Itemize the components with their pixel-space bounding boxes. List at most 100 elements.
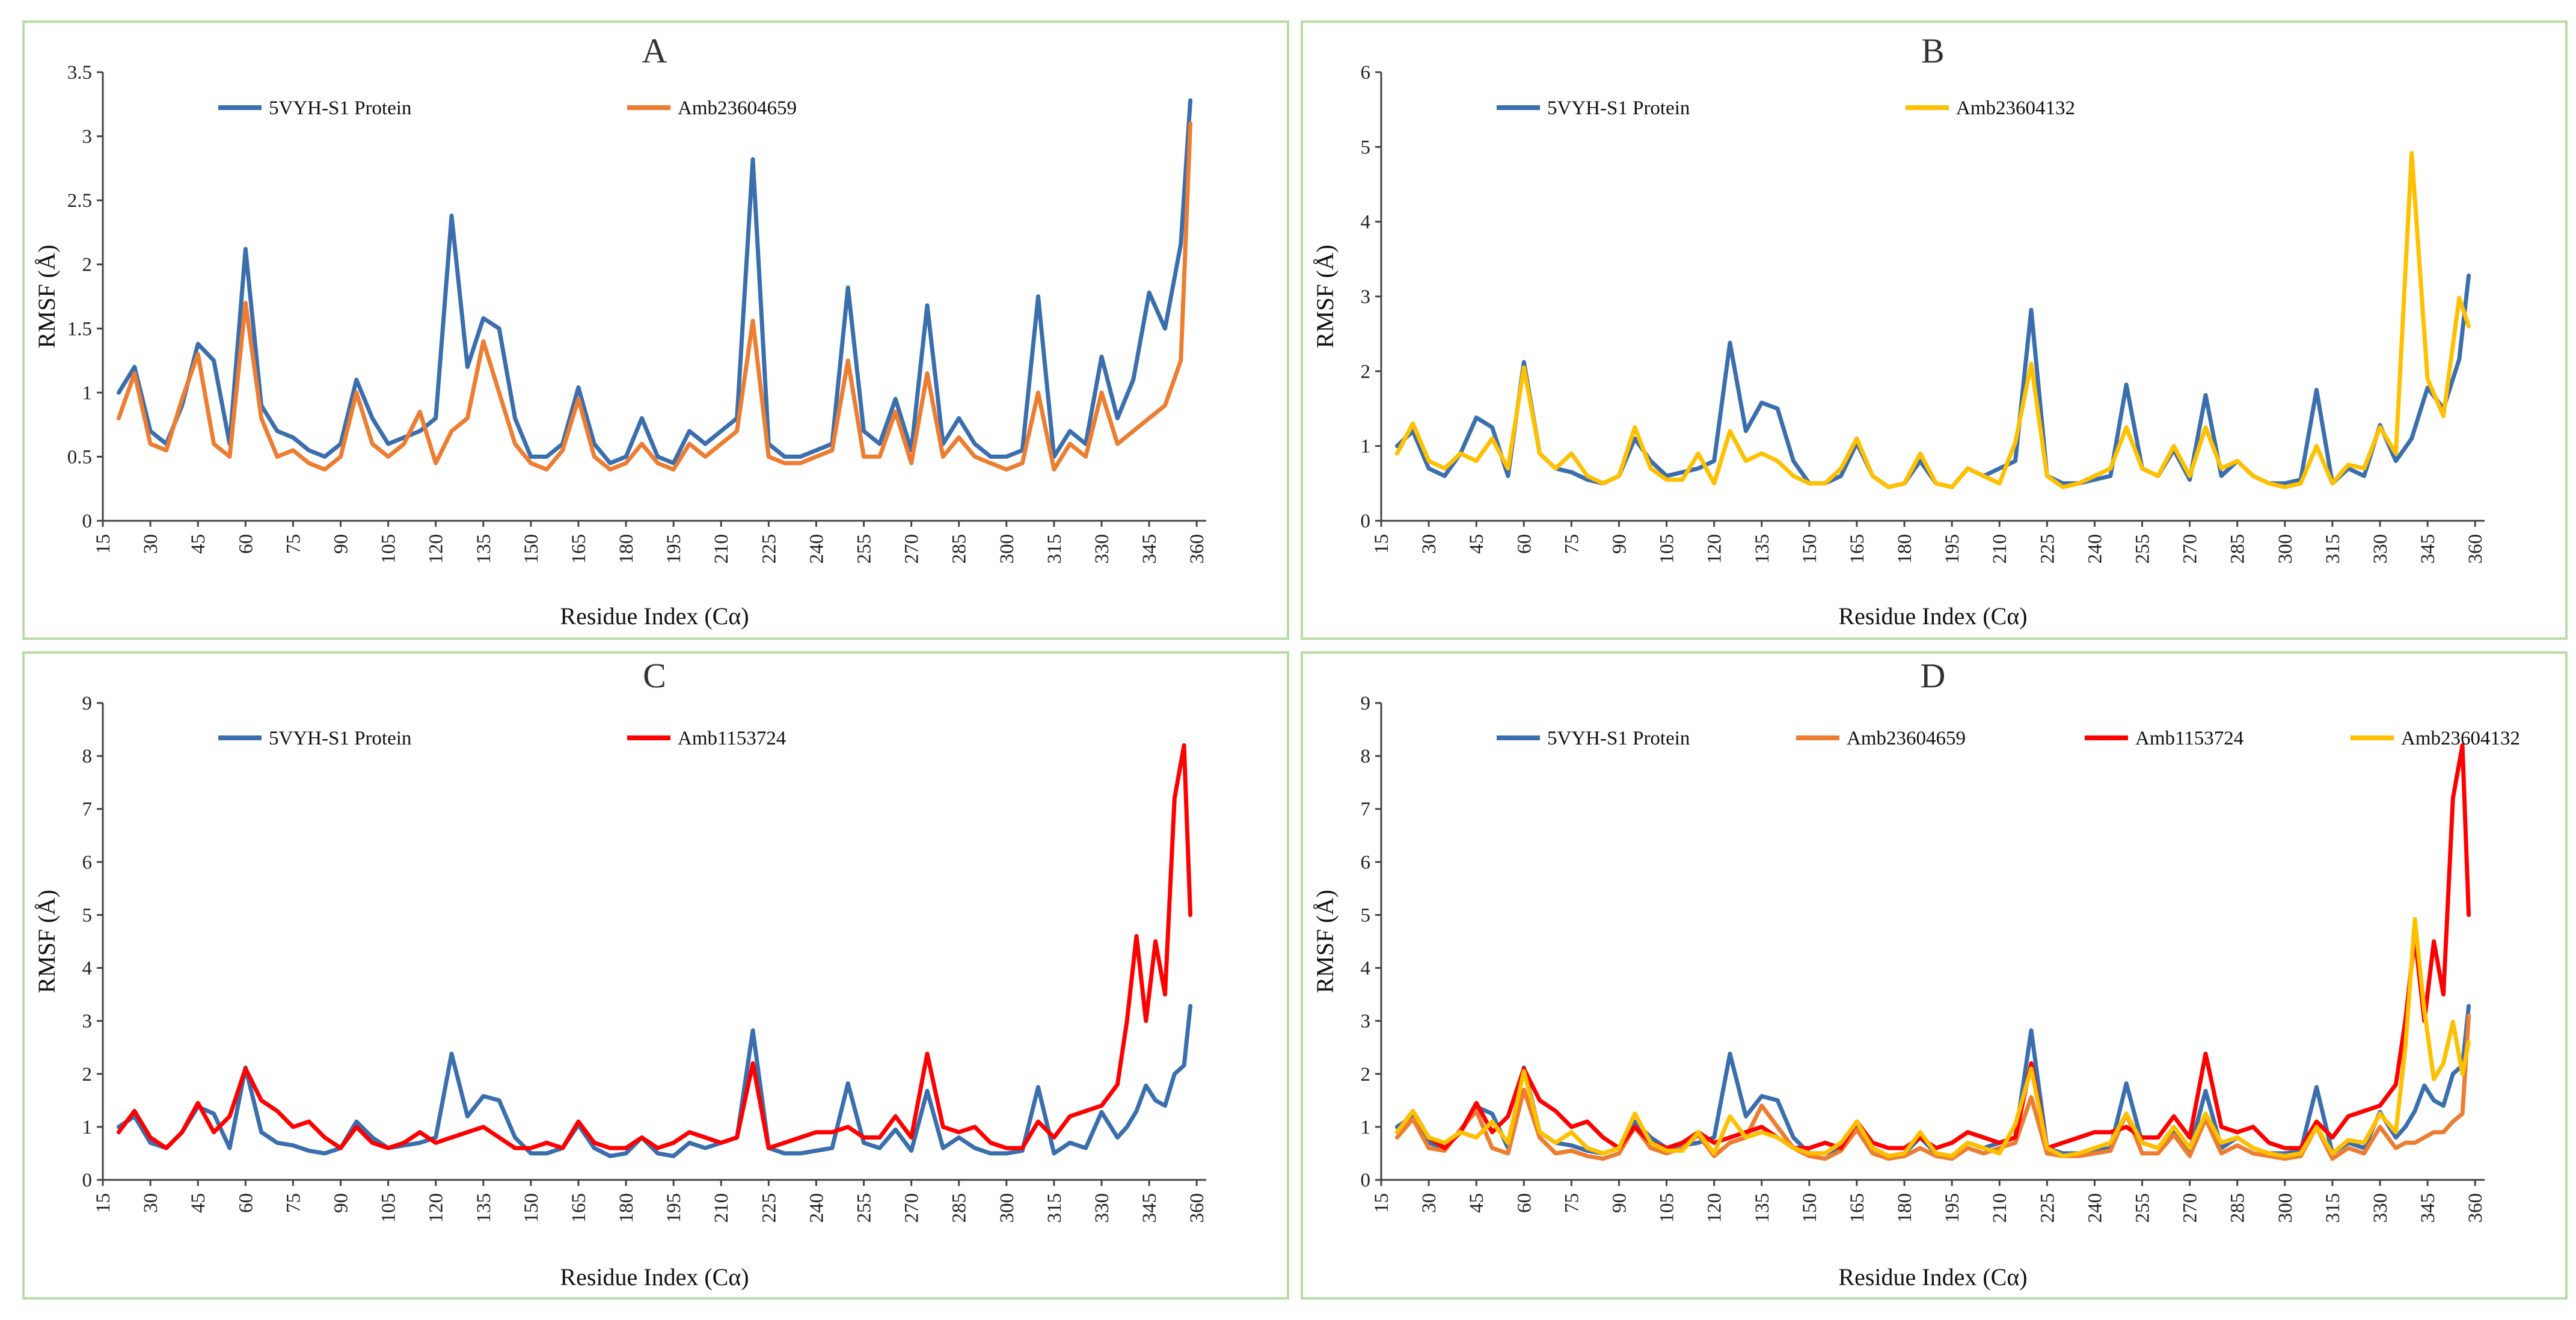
x-tick-label: 135	[473, 534, 495, 564]
x-tick-label: 30	[140, 534, 162, 554]
x-tick-label: 240	[2084, 1193, 2106, 1223]
y-tick-label: 9	[1361, 693, 1371, 714]
y-tick-label: 7	[82, 799, 93, 820]
legend-label: 5VYH-S1 Protein	[269, 728, 411, 749]
y-tick-label: 6	[1361, 852, 1371, 873]
x-tick-label: 285	[2227, 534, 2249, 564]
y-tick-label: 1	[82, 382, 93, 404]
y-tick-label: 9	[82, 693, 93, 714]
y-tick-label: 0	[1361, 511, 1371, 532]
x-tick-label: 195	[1942, 1193, 1963, 1223]
chart-panel-d: D 0 1 2 3 4 5 6 7 8 9 15 30 45 60 75 90 105 120 135 150 165 18…	[1301, 651, 2568, 1300]
y-axis-label: RMSF (Å)	[1311, 245, 1339, 348]
x-tick-label: 45	[188, 534, 209, 554]
x-tick-label: 210	[1989, 1193, 2011, 1223]
series-line-5vyh-s1-protein	[116, 98, 1193, 465]
x-tick-label: 180	[1894, 1193, 1916, 1223]
y-tick-label: 4	[1361, 958, 1371, 980]
x-tick-label: 345	[1139, 534, 1161, 564]
x-tick-label: 240	[806, 1193, 827, 1223]
x-tick-label: 225	[2037, 1193, 2058, 1223]
chart-title: C	[643, 656, 666, 695]
x-tick-label: 210	[711, 1193, 732, 1223]
x-axis-label: Residue Index (Cα)	[560, 1263, 749, 1291]
y-axis-label: RMSF (Å)	[33, 889, 60, 993]
x-tick-label: 75	[283, 534, 304, 554]
y-tick-label: 2	[82, 254, 93, 276]
y-tick-label: 0	[82, 1170, 93, 1191]
x-tick-label: 165	[1847, 1193, 1868, 1223]
chart-panel-c: C 0 1 2 3 4 5 6 7 8 9 15 30 45 60 75 90 105 120 135 150 165 18…	[22, 651, 1289, 1300]
x-tick-label: 75	[1561, 534, 1583, 554]
x-tick-label: 15	[1371, 1193, 1393, 1213]
y-tick-label: 6	[1361, 62, 1371, 84]
x-tick-label: 180	[1894, 534, 1916, 564]
x-tick-label: 60	[235, 1193, 257, 1213]
x-tick-label: 150	[1799, 534, 1821, 564]
y-tick-label: 3	[1361, 286, 1371, 308]
series-line-amb1153724	[1394, 743, 2471, 1150]
x-tick-label: 210	[711, 534, 732, 564]
y-tick-label: 2	[1361, 361, 1371, 382]
x-tick-label: 45	[1466, 534, 1488, 554]
x-tick-label: 345	[2417, 1193, 2439, 1223]
x-tick-label: 270	[2180, 534, 2201, 564]
x-tick-label: 120	[1704, 534, 1726, 564]
x-tick-label: 270	[2180, 1193, 2201, 1223]
legend-label: Amb1153724	[2135, 728, 2243, 749]
x-tick-label: 90	[1608, 1193, 1630, 1213]
x-tick-label: 345	[2417, 534, 2439, 564]
x-tick-label: 195	[1942, 534, 1963, 564]
y-axis-label: RMSF (Å)	[1311, 889, 1339, 993]
x-tick-label: 195	[663, 534, 685, 564]
y-tick-label: 5	[82, 904, 93, 926]
x-tick-label: 105	[378, 1193, 400, 1223]
y-tick-label: 3	[1361, 1011, 1371, 1033]
x-tick-label: 75	[1561, 1193, 1583, 1213]
chart-title: B	[1921, 31, 1945, 70]
x-tick-label: 360	[2465, 534, 2486, 564]
y-tick-label: 3	[82, 1011, 93, 1033]
chart-title: D	[1921, 656, 1946, 695]
x-tick-label: 300	[2275, 1193, 2296, 1223]
y-tick-label: 8	[82, 746, 93, 767]
x-tick-label: 300	[2275, 534, 2296, 564]
x-tick-label: 30	[1418, 534, 1440, 554]
x-tick-label: 360	[2465, 1193, 2486, 1223]
x-tick-label: 345	[1139, 1193, 1161, 1223]
legend-label: 5VYH-S1 Protein	[269, 97, 411, 119]
x-tick-label: 300	[996, 1193, 1018, 1223]
series-line-amb23604132	[1394, 917, 2471, 1158]
y-tick-label: 2	[82, 1064, 93, 1085]
x-tick-label: 255	[2132, 534, 2154, 564]
x-tick-label: 270	[901, 1193, 923, 1223]
y-tick-label: 0.5	[67, 446, 92, 468]
series-line-amb1153724	[116, 743, 1193, 1150]
y-tick-label: 2.5	[67, 190, 92, 212]
series-line-amb23604659	[116, 121, 1193, 472]
x-tick-label: 60	[235, 534, 257, 554]
x-tick-label: 30	[140, 1193, 162, 1213]
x-tick-label: 135	[1752, 534, 1773, 564]
legend-label: 5VYH-S1 Protein	[1547, 728, 1690, 749]
y-axis-label: RMSF (Å)	[33, 245, 60, 348]
x-tick-label: 105	[378, 534, 400, 564]
x-tick-label: 360	[1186, 1193, 1208, 1223]
chart-panel-b: B 0 1 2 3 4 5 6 15 30 45 60 75 90 105 120 135 150 165 180 19…	[1301, 20, 2568, 640]
y-tick-label: 8	[1361, 746, 1371, 767]
x-tick-label: 60	[1513, 1193, 1535, 1213]
x-tick-label: 15	[1371, 534, 1393, 554]
x-tick-label: 165	[568, 534, 590, 564]
x-tick-label: 30	[1418, 1193, 1440, 1213]
legend-label: Amb23604132	[2401, 728, 2520, 749]
x-axis-label: Residue Index (Cα)	[1838, 603, 2027, 630]
x-tick-label: 315	[2322, 534, 2344, 564]
x-tick-label: 90	[330, 534, 352, 554]
legend-label: Amb23604132	[1956, 97, 2075, 119]
x-tick-label: 240	[2084, 534, 2106, 564]
x-tick-label: 180	[616, 534, 637, 564]
x-tick-label: 240	[806, 534, 827, 564]
x-tick-label: 90	[1608, 534, 1630, 554]
